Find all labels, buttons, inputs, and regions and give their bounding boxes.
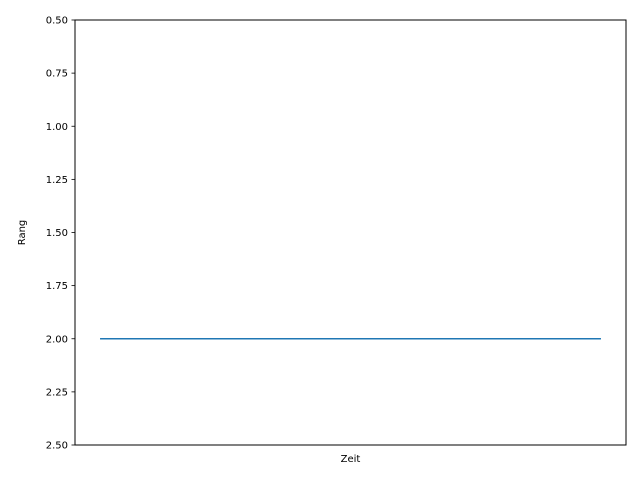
- y-tick-label: 1.50: [46, 228, 68, 239]
- y-tick-label: 2.00: [46, 334, 68, 345]
- y-tick-label: 1.25: [46, 175, 68, 186]
- y-tick-label: 0.75: [46, 69, 68, 80]
- y-axis-label: Rang: [17, 220, 28, 246]
- x-axis-label: Zeit: [341, 454, 361, 465]
- y-tick-label: 0.50: [46, 16, 68, 27]
- y-tick-label: 2.25: [46, 387, 68, 398]
- y-tick-label: 2.50: [46, 441, 68, 452]
- plot-frame: [74, 19, 627, 446]
- y-axis-ticks: 0.50 0.75 1.00 1.25 1.50 1.75 2.00 2.25 2.50: [46, 16, 75, 452]
- y-tick-label: 1.00: [46, 122, 68, 133]
- y-tick-label: 1.75: [46, 281, 68, 292]
